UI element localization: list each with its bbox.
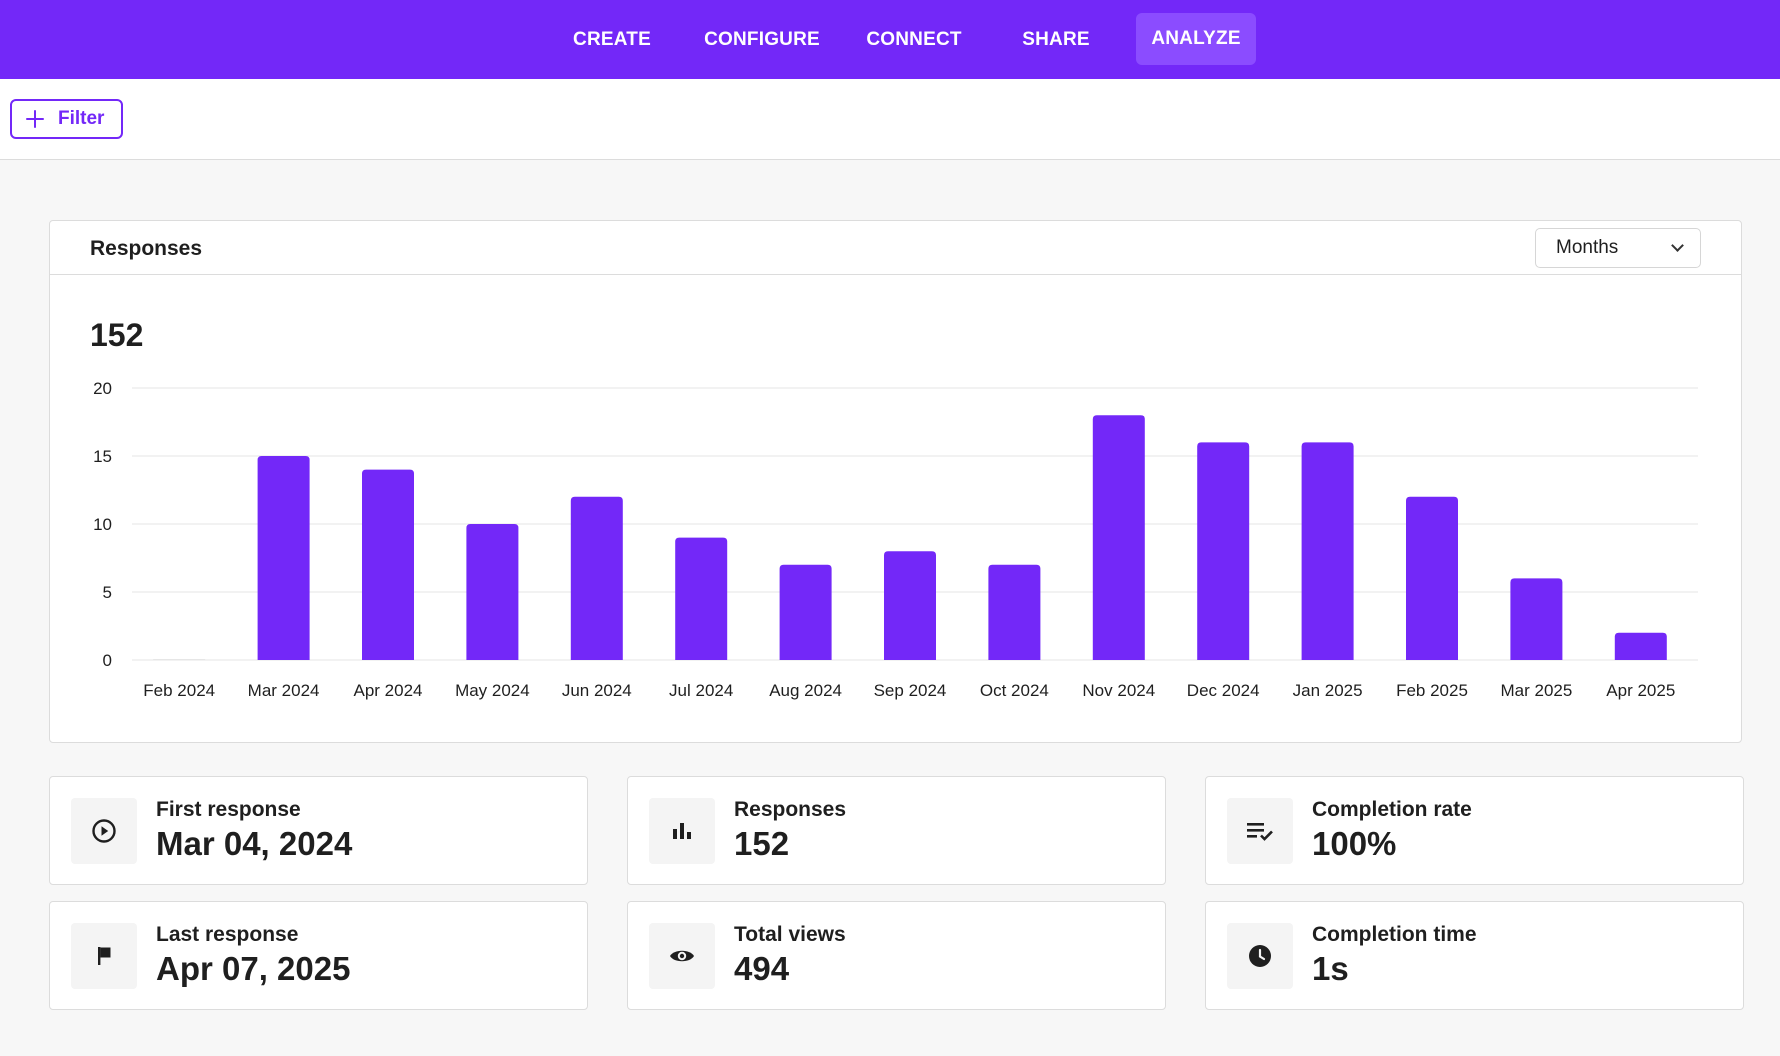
tab-create[interactable]: CREATE (573, 28, 651, 50)
stat-card-first-response: First response Mar 04, 2024 (49, 776, 588, 885)
chart-card-header: Responses Months (50, 221, 1741, 275)
x-tick-label: Nov 2024 (1082, 681, 1155, 700)
list-check-icon (1247, 823, 1273, 841)
chart-card-title: Responses (90, 237, 203, 260)
stat-label: Completion rate (1312, 798, 1472, 821)
filter-button-label: Filter (58, 108, 105, 129)
period-select[interactable]: Months (1535, 228, 1701, 268)
responses-total: 152 (90, 317, 144, 353)
stat-icon-box (71, 923, 137, 989)
tab-connect[interactable]: CONNECT (866, 28, 962, 50)
filter-bar: Filter (0, 79, 1780, 160)
bar[interactable] (779, 564, 832, 660)
stat-card-responses: Responses 152 (627, 776, 1166, 885)
x-tick-label: Jun 2024 (562, 681, 632, 700)
x-tick-label: Mar 2025 (1500, 681, 1572, 700)
stat-icon-box (1227, 923, 1293, 989)
x-tick-label: Jul 2024 (669, 681, 733, 700)
stat-value: Apr 07, 2025 (156, 950, 351, 987)
stat-value: 1s (1312, 950, 1349, 987)
period-select-value: Months (1556, 237, 1619, 258)
y-tick-label: 15 (93, 447, 112, 466)
stat-label: Responses (734, 798, 847, 821)
x-tick-label: Apr 2024 (354, 681, 423, 700)
bar[interactable] (362, 469, 414, 660)
stat-icon-box (649, 798, 715, 864)
responses-bar-chart: 0 5 10 15 20 Feb 2024 Mar 2024 Apr 2024 May 2024… (93, 379, 1698, 700)
stat-label: Completion time (1312, 923, 1477, 946)
stat-card-completion-time: Completion time 1s (1205, 901, 1744, 1010)
stat-card-total-views: Total views 494 (627, 901, 1166, 1010)
bar[interactable] (153, 659, 206, 660)
bar[interactable] (1406, 496, 1458, 660)
tab-share[interactable]: SHARE (1022, 28, 1090, 50)
x-tick-label: Dec 2024 (1187, 681, 1260, 700)
filter-button[interactable]: Filter (10, 99, 123, 139)
y-tick-label: 20 (93, 379, 112, 398)
bar[interactable] (570, 496, 623, 660)
y-tick-label: 0 (103, 651, 112, 670)
bar[interactable] (466, 524, 519, 660)
tab-configure[interactable]: CONFIGURE (704, 28, 820, 50)
stat-value: 152 (734, 825, 790, 862)
bar[interactable] (1510, 578, 1563, 660)
stat-value: 100% (1312, 825, 1397, 862)
stat-label: Last response (156, 923, 299, 946)
bar[interactable] (988, 564, 1041, 660)
clock-icon (1249, 945, 1271, 967)
flag-icon (98, 947, 111, 965)
x-tick-label: Apr 2025 (1606, 681, 1675, 700)
bar[interactable] (1197, 442, 1250, 660)
bar[interactable] (1092, 415, 1145, 660)
plus-icon (26, 110, 44, 128)
eye-icon (670, 950, 694, 962)
y-tick-label: 5 (103, 583, 112, 602)
stat-label: First response (156, 798, 301, 821)
play-circle-icon (92, 819, 116, 843)
stat-label: Total views (734, 923, 846, 946)
x-tick-label: Aug 2024 (769, 681, 842, 700)
bar[interactable] (675, 537, 728, 660)
top-navigation: CREATE CONFIGURE CONNECT SHARE ANALYZE (0, 0, 1780, 79)
x-tick-label: Oct 2024 (980, 681, 1049, 700)
x-tick-label: Feb 2024 (143, 681, 215, 700)
bar[interactable] (257, 456, 310, 660)
x-tick-label: Mar 2024 (248, 681, 320, 700)
x-tick-label: May 2024 (455, 681, 530, 700)
stat-icon-box (649, 923, 715, 989)
responses-chart-card: Responses Months 152 0 5 10 15 20 Feb 2024 Mar… (49, 220, 1742, 743)
x-tick-label: Jan 2025 (1293, 681, 1363, 700)
tab-analyze[interactable]: ANALYZE (1136, 13, 1256, 65)
bar[interactable] (884, 551, 936, 660)
x-tick-label: Sep 2024 (874, 681, 947, 700)
bar-chart-icon (673, 823, 691, 839)
x-tick-label: Feb 2025 (1396, 681, 1468, 700)
stat-value: Mar 04, 2024 (156, 825, 353, 862)
bar[interactable] (1301, 442, 1354, 660)
y-tick-label: 10 (93, 515, 112, 534)
stat-icon-box (1227, 798, 1293, 864)
stat-card-last-response: Last response Apr 07, 2025 (49, 901, 588, 1010)
stat-card-completion-rate: Completion rate 100% (1205, 776, 1744, 885)
stat-icon-box (71, 798, 137, 864)
stat-value: 494 (734, 950, 790, 987)
bar[interactable] (1614, 632, 1667, 660)
